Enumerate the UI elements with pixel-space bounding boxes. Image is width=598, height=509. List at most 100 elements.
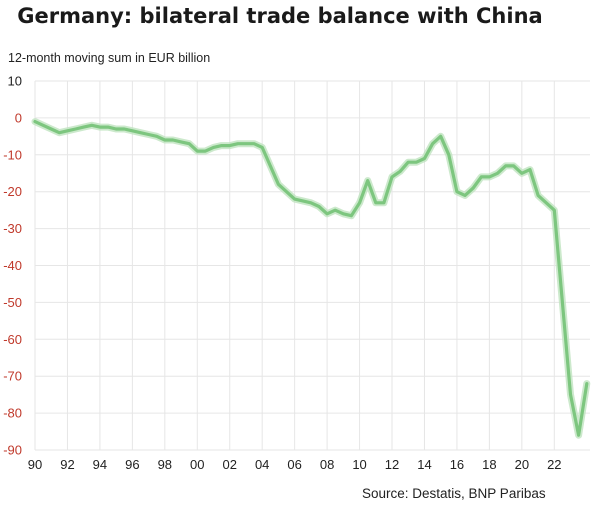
data-point: [577, 434, 580, 437]
data-point: [318, 205, 320, 208]
data-point: [172, 139, 174, 141]
x-tick-label: 16: [450, 457, 464, 472]
x-tick-label: 02: [223, 457, 237, 472]
data-point: [212, 146, 215, 149]
grid-lines: [34, 80, 590, 451]
data-point: [521, 172, 523, 175]
data-point: [399, 170, 401, 173]
y-axis-ticks: 10 0 -10 -20 -30 -40 -50 -60 -70 -80 -90: [3, 74, 22, 458]
data-point: [456, 190, 458, 193]
x-tick-label: 92: [60, 457, 74, 472]
x-tick-label: 14: [417, 457, 431, 472]
x-tick-label: 20: [515, 457, 529, 472]
data-point: [42, 124, 44, 127]
data-point: [569, 393, 572, 396]
x-axis-ticks: 90 92 94 96 98 00 02 04 06 08 10 12 14 16 18 20 22: [28, 457, 562, 472]
data-point: [423, 157, 426, 160]
data-point: [553, 209, 556, 211]
x-tick-label: 12: [385, 457, 399, 472]
data-point: [269, 165, 272, 167]
y-tick-label: -90: [3, 443, 22, 458]
data-point: [512, 165, 515, 167]
data-point: [310, 201, 312, 204]
y-tick-label: -80: [3, 406, 22, 421]
y-tick-label: -30: [3, 221, 22, 236]
source-note: Source: Destatis, BNP Paribas: [362, 486, 546, 501]
data-point: [293, 198, 296, 200]
data-point: [220, 144, 223, 147]
data-point: [180, 141, 182, 143]
y-tick-label: -60: [3, 332, 22, 347]
chart-title: Germany: bilateral trade balance with Ch…: [17, 4, 543, 28]
x-tick-label: 96: [125, 457, 139, 472]
data-point: [545, 201, 547, 204]
data-point: [326, 213, 328, 215]
data-point: [358, 201, 361, 204]
data-point: [196, 150, 199, 152]
data-point: [58, 131, 61, 134]
data-point: [99, 126, 101, 128]
data-point: [107, 126, 109, 128]
data-point: [529, 168, 531, 171]
x-tick-label: 00: [190, 457, 204, 472]
x-tick-label: 94: [93, 457, 107, 472]
y-tick-label: -20: [3, 184, 22, 199]
data-point: [561, 301, 564, 304]
data-point: [74, 128, 77, 130]
x-tick-label: 08: [320, 457, 334, 472]
data-point: [237, 142, 239, 145]
y-tick-label: -50: [3, 295, 22, 310]
y-axis-label: 12-month moving sum in EUR billion: [8, 51, 211, 65]
data-point: [261, 146, 263, 149]
data-point: [50, 128, 53, 130]
data-point: [334, 209, 337, 211]
data-point: [123, 128, 126, 130]
series-layer: [31, 118, 591, 439]
data-point: [277, 183, 280, 186]
data-point: [147, 133, 150, 136]
series-line: [33, 120, 589, 437]
x-tick-label: 06: [287, 457, 301, 472]
data-point: [164, 139, 166, 141]
data-point: [431, 142, 434, 145]
data-point: [139, 131, 142, 134]
data-point: [301, 200, 304, 202]
x-tick-label: 04: [255, 457, 269, 472]
data-point: [115, 128, 117, 130]
data-point: [285, 190, 288, 193]
data-point: [366, 179, 369, 182]
data-point: [407, 161, 410, 163]
x-tick-label: 98: [158, 457, 172, 472]
data-point: [253, 142, 255, 145]
data-point: [342, 213, 345, 215]
data-point: [537, 194, 539, 197]
data-point: [131, 130, 134, 132]
y-tick-label: 10: [8, 74, 22, 89]
data-point: [155, 135, 158, 138]
data-point: [415, 161, 418, 163]
data-point: [504, 165, 507, 167]
data-point: [439, 135, 442, 138]
data-point: [66, 130, 69, 132]
data-point: [383, 201, 385, 204]
y-tick-label: -40: [3, 258, 22, 273]
data-point: [480, 176, 483, 178]
data-point: [204, 150, 207, 152]
data-point: [34, 120, 36, 123]
data-point: [228, 144, 231, 147]
data-point: [245, 142, 247, 145]
x-tick-label: 90: [28, 457, 42, 472]
data-point: [464, 194, 466, 197]
x-tick-label: 22: [547, 457, 561, 472]
data-point: [496, 172, 499, 175]
data-point: [374, 201, 377, 204]
data-point: [488, 176, 491, 178]
data-point: [90, 124, 93, 127]
y-tick-label: -70: [3, 369, 22, 384]
data-point: [585, 382, 588, 385]
data-point: [391, 176, 393, 178]
y-tick-label: -10: [3, 147, 22, 162]
data-point: [350, 214, 353, 217]
x-tick-label: 18: [482, 457, 496, 472]
